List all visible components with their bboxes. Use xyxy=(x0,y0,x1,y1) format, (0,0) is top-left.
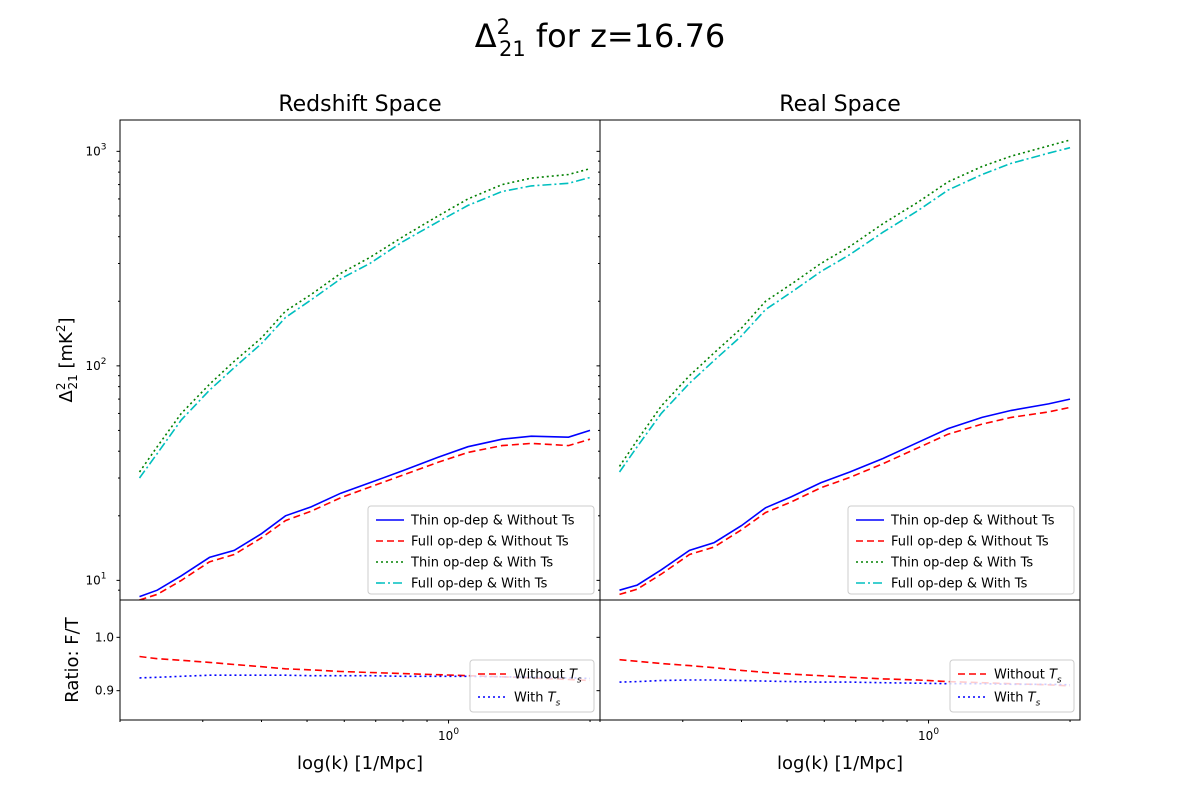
left-ratio-series-line-1 xyxy=(139,674,591,680)
right-x-axis-label: log(k) [1/Mpc] xyxy=(777,753,903,774)
right-main-legend-label-0: Thin op-dep & Without Ts xyxy=(890,514,1055,529)
left-panel-title: Redshift Space xyxy=(278,92,441,117)
right-main-plot: Thin op-dep & Without Ts Full op-dep & Wi… xyxy=(596,119,1081,601)
right-ratio-legend: Without Ts With Ts xyxy=(949,659,1075,713)
right-panel-title: Real Space xyxy=(779,92,900,117)
right-main-legend: Thin op-dep & Without Ts Full op-dep & Wi… xyxy=(847,505,1075,595)
right-ratio-axes-frame xyxy=(599,599,1081,721)
right-main-legend-label-1: Full op-dep & Without Ts xyxy=(891,535,1049,550)
left-main-plot: 101 102 103 Thin op-dep & Without Ts Full op… xyxy=(85,119,601,601)
left-main-series-line-2 xyxy=(138,167,591,473)
right-ratio-series-line-0 xyxy=(619,658,1071,687)
right-main-legend-label-2: Thin op-dep & With Ts xyxy=(890,556,1033,571)
left-ratio-x-tick-label: 100 xyxy=(438,727,459,743)
right-ratio-series-line-1 xyxy=(619,679,1071,686)
left-main-series-line-1 xyxy=(139,438,591,600)
left-main-y-tick-label-0: 101 xyxy=(85,571,106,587)
right-main-series-group xyxy=(618,139,1071,596)
left-ratio-series-line-0 xyxy=(139,655,591,682)
ratio-y-axis-label: Ratio: F/T xyxy=(62,616,83,702)
left-main-legend: Thin op-dep & Without Ts Full op-dep & Wi… xyxy=(367,505,595,595)
right-ratio-legend-label-0: Without Ts xyxy=(994,668,1062,686)
left-main-series-group xyxy=(138,167,591,600)
right-main-series-line-1 xyxy=(619,406,1071,596)
left-ratio-series-group xyxy=(139,655,591,682)
figure-title: Δ2 21 for z=16.76 xyxy=(475,15,726,61)
right-ratio-x-tick-label: 100 xyxy=(918,727,939,743)
left-main-series-line-3 xyxy=(138,176,591,479)
left-ratio-y-tick-label-0: 0.9 xyxy=(95,684,114,698)
left-main-legend-label-1: Full op-dep & Without Ts xyxy=(411,535,569,550)
left-main-series-line-0 xyxy=(139,429,591,598)
main-y-axis-label: Δ221 [mK2] xyxy=(54,317,80,402)
left-ratio-legend-label-1: With Ts xyxy=(514,691,561,709)
left-main-legend-label-2: Thin op-dep & With Ts xyxy=(410,556,553,571)
left-ratio-legend-label-0: Without Ts xyxy=(514,668,582,686)
left-ratio-plot: 100 0.9 1.0 Without Ts With Ts xyxy=(95,599,601,743)
right-main-series-line-3 xyxy=(618,146,1071,473)
right-ratio-legend-label-1: With Ts xyxy=(994,691,1041,709)
right-main-series-line-0 xyxy=(619,398,1071,591)
right-ratio-series-group xyxy=(619,658,1071,687)
left-main-y-tick-label-1: 102 xyxy=(85,357,106,373)
left-x-axis-label: log(k) [1/Mpc] xyxy=(297,753,423,774)
left-ratio-y-tick-label-1: 1.0 xyxy=(95,630,114,644)
left-main-legend-label-3: Full op-dep & With Ts xyxy=(411,577,548,592)
left-ratio-legend: Without Ts With Ts xyxy=(469,659,595,713)
left-main-legend-label-0: Thin op-dep & Without Ts xyxy=(410,514,575,529)
left-main-y-tick-label-2: 103 xyxy=(85,142,106,158)
right-main-series-line-2 xyxy=(618,139,1071,467)
right-ratio-plot: 100 Without Ts With Ts xyxy=(596,599,1081,743)
right-main-legend-label-3: Full op-dep & With Ts xyxy=(891,577,1028,592)
